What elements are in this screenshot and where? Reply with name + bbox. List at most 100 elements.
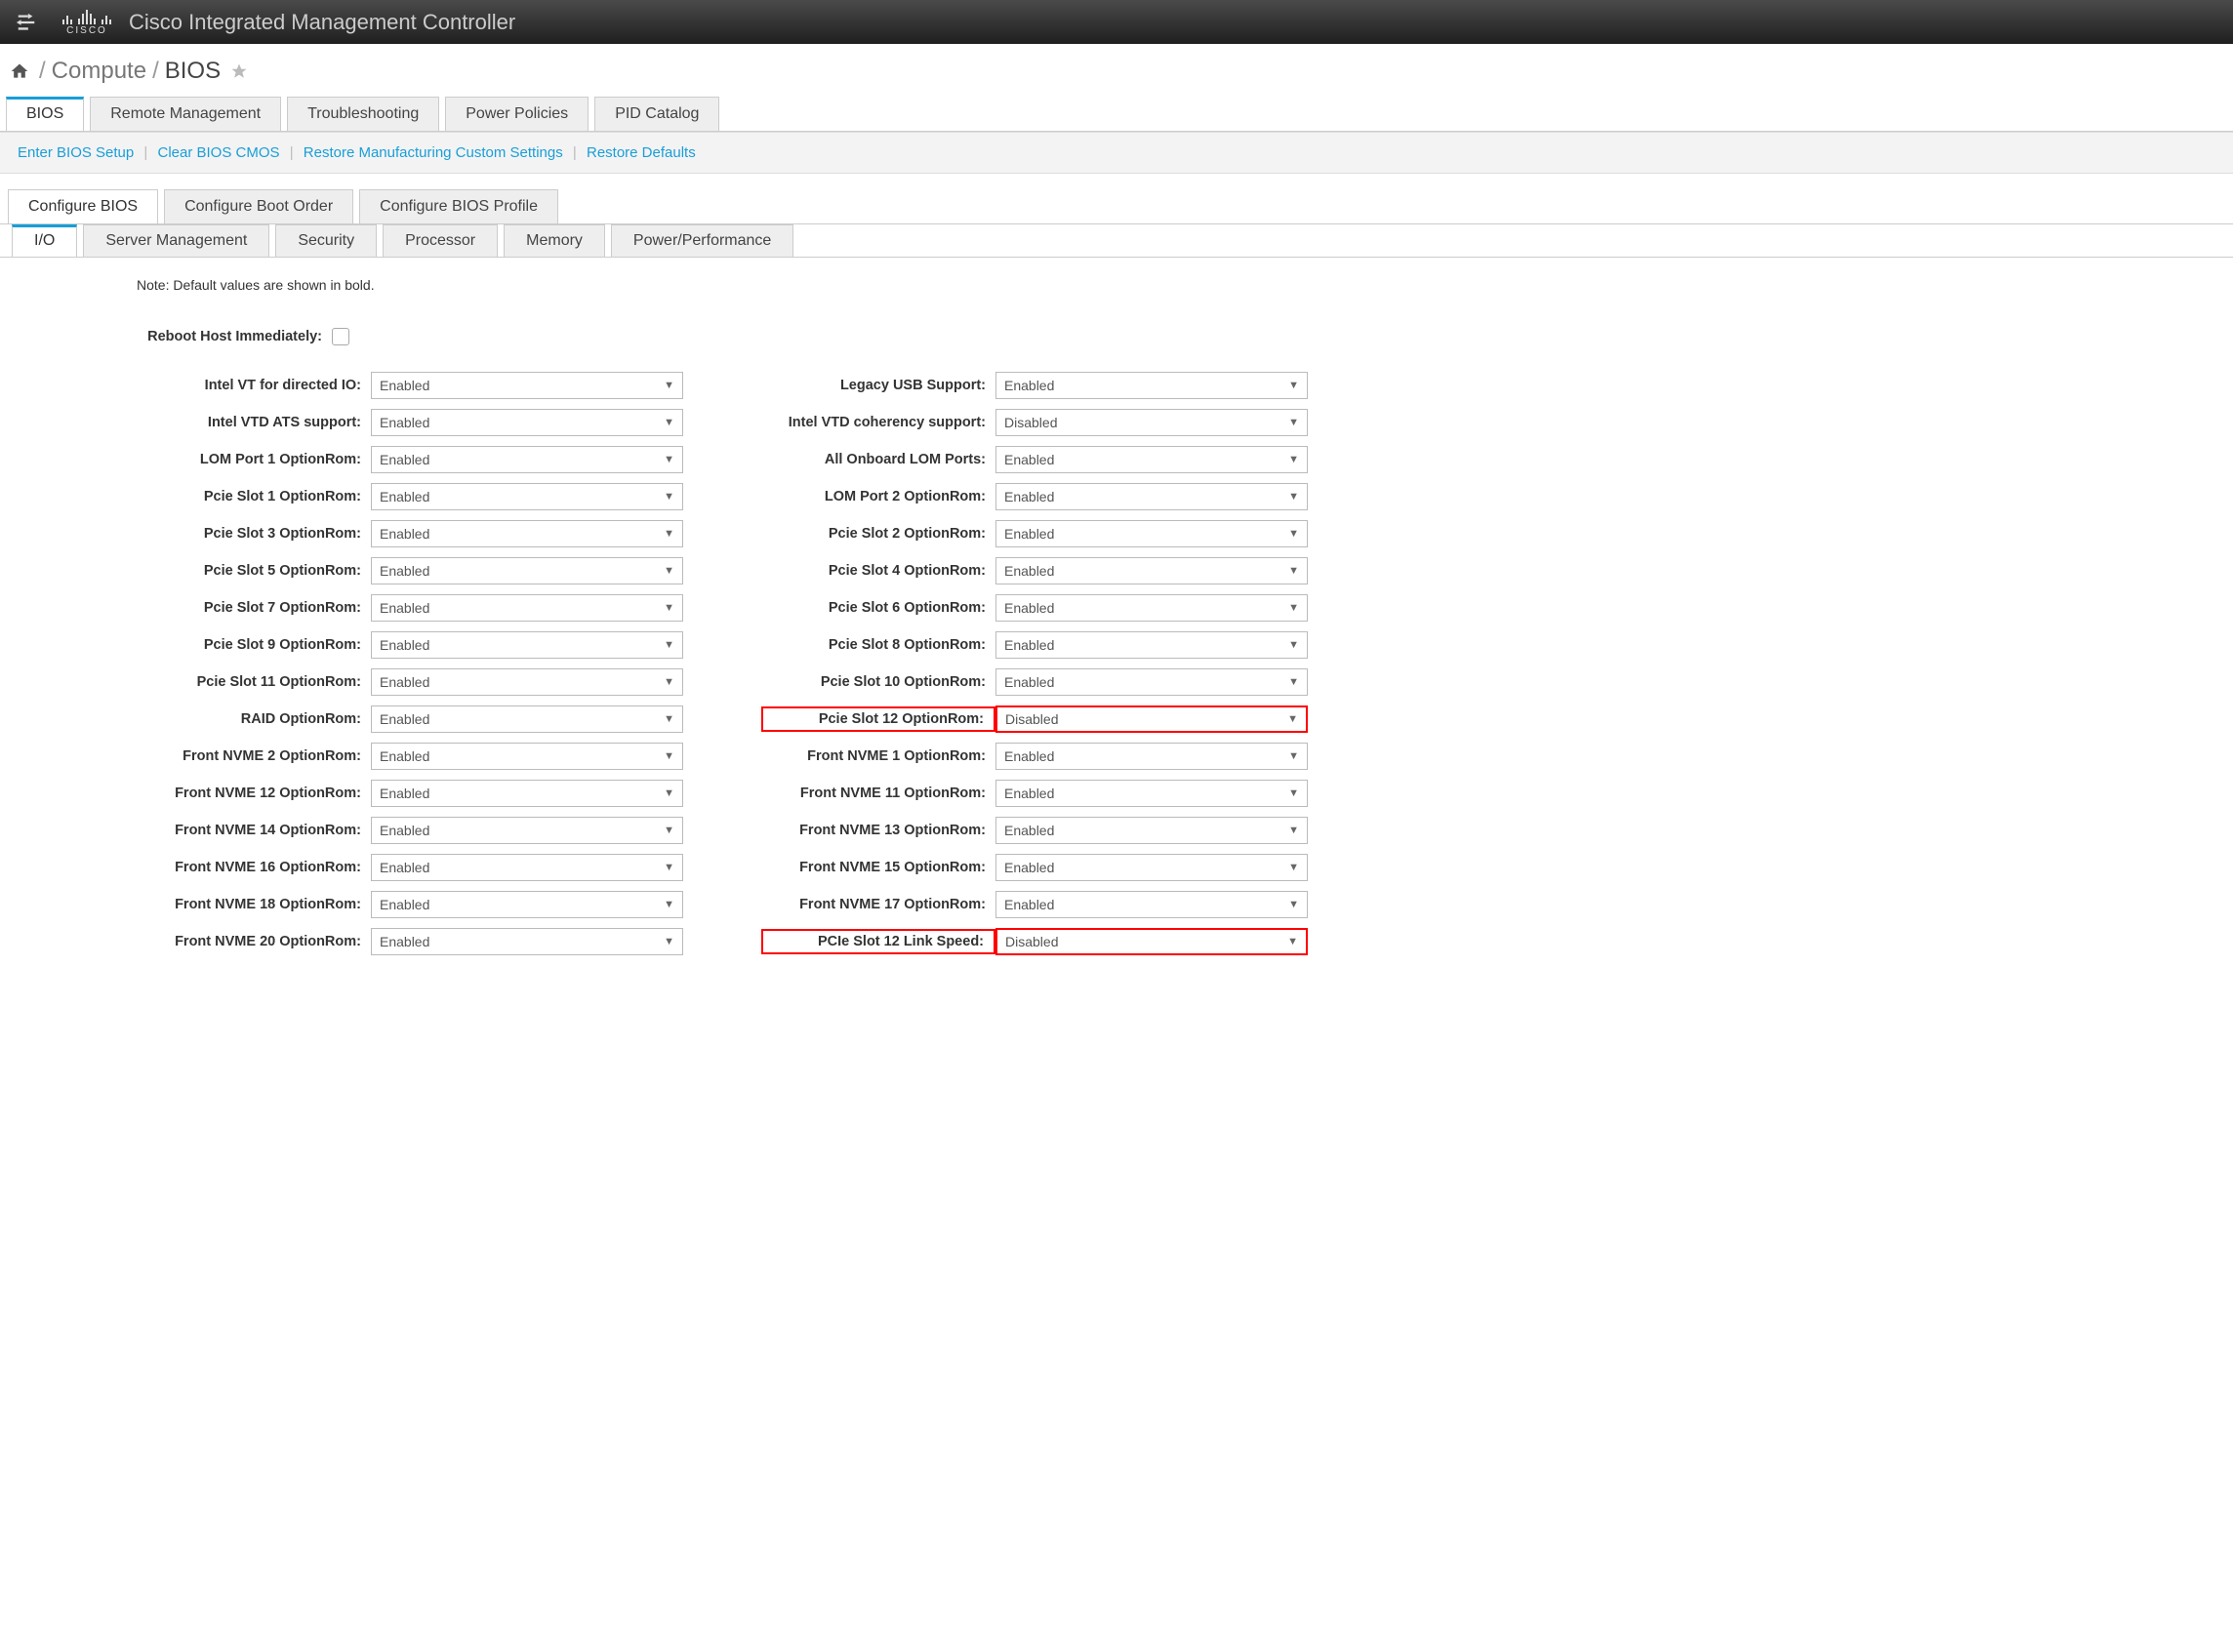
field-select[interactable]: Enabled▼ (371, 743, 683, 770)
checkbox-reboot-host[interactable] (332, 328, 349, 345)
menu-toggle-icon[interactable] (14, 12, 39, 33)
field-select[interactable]: Enabled ▼ (995, 780, 1308, 807)
favorite-star-icon[interactable] (230, 62, 248, 80)
tab-remote-management[interactable]: Remote Management (90, 97, 281, 131)
field-value: Enabled (380, 600, 429, 616)
field-value: Enabled (380, 489, 429, 504)
tab-bios[interactable]: BIOS (6, 97, 84, 131)
subtab-configure-bios[interactable]: Configure BIOS (8, 189, 158, 223)
field-select[interactable]: Enabled▼ (371, 483, 683, 510)
field-select[interactable]: Enabled▼ (371, 446, 683, 473)
field-select[interactable]: Enabled ▼ (995, 743, 1308, 770)
form-row: Pcie Slot 2 OptionRom: Enabled ▼ (761, 519, 1308, 548)
form-row: Pcie Slot 3 OptionRom:Enabled▼ (137, 519, 683, 548)
field-select[interactable]: Enabled▼ (995, 483, 1308, 510)
field-select[interactable]: Disabled▼ (995, 705, 1308, 733)
tab-power-policies[interactable]: Power Policies (445, 97, 589, 131)
field-value: Enabled (380, 415, 429, 430)
field-select[interactable]: Enabled▼ (371, 891, 683, 918)
home-icon[interactable] (10, 61, 29, 81)
form-row: RAID OptionRom:Enabled▼ (137, 705, 683, 734)
subtab2-io[interactable]: I/O (12, 224, 77, 257)
chevron-down-icon: ▼ (1288, 491, 1299, 503)
form-row: Pcie Slot 9 OptionRom:Enabled▼ (137, 630, 683, 660)
chevron-down-icon: ▼ (1288, 750, 1299, 762)
link-clear-bios-cmos[interactable]: Clear BIOS CMOS (157, 144, 279, 161)
field-value: Disabled (1004, 415, 1057, 430)
chevron-down-icon: ▼ (664, 380, 674, 391)
field-label: Intel VT for directed IO: (137, 378, 371, 393)
field-select[interactable]: Disabled▼ (995, 928, 1308, 955)
chevron-down-icon: ▼ (664, 899, 674, 910)
field-select[interactable]: Enabled▼ (995, 817, 1308, 844)
field-value: Enabled (1004, 526, 1054, 542)
chevron-down-icon: ▼ (664, 825, 674, 836)
field-select[interactable]: Enabled▼ (995, 557, 1308, 584)
form-col-right: Legacy USB Support:Enabled▼Intel VTD coh… (761, 371, 1308, 964)
field-select[interactable]: Enabled▼ (371, 705, 683, 733)
form-row: Pcie Slot 10 OptionRom:Enabled▼ (761, 667, 1308, 697)
chevron-down-icon: ▼ (1288, 528, 1299, 540)
field-label: RAID OptionRom: (137, 711, 371, 727)
field-select[interactable]: Enabled▼ (371, 594, 683, 622)
link-enter-bios-setup[interactable]: Enter BIOS Setup (18, 144, 134, 161)
subtab2-power-performance[interactable]: Power/Performance (611, 224, 793, 257)
field-label: LOM Port 1 OptionRom: (137, 452, 371, 467)
field-select[interactable]: Enabled▼ (371, 854, 683, 881)
field-select[interactable]: Enabled▼ (371, 372, 683, 399)
field-select[interactable]: Enabled▼ (371, 520, 683, 547)
tab-pid-catalog[interactable]: PID Catalog (594, 97, 719, 131)
label-reboot-host: Reboot Host Immediately: (137, 329, 332, 344)
subtab-configure-bios-profile[interactable]: Configure BIOS Profile (359, 189, 558, 223)
field-select[interactable]: Enabled▼ (995, 668, 1308, 696)
field-select[interactable]: Enabled ▼ (995, 520, 1308, 547)
field-select[interactable]: Enabled▼ (371, 557, 683, 584)
form-row: Front NVME 11 OptionRom: Enabled ▼ (761, 779, 1308, 808)
sub-tabs-2: I/O Server Management Security Processor… (0, 224, 2233, 258)
form-columns: Intel VT for directed IO:Enabled▼Intel V… (137, 371, 2210, 964)
sub-tabs: Configure BIOS Configure Boot Order Conf… (0, 189, 2233, 224)
chevron-down-icon: ▼ (1288, 787, 1299, 799)
field-select[interactable]: Enabled▼ (371, 631, 683, 659)
subtab2-processor[interactable]: Processor (383, 224, 498, 257)
field-value: Enabled (380, 860, 429, 875)
form-row: Pcie Slot 7 OptionRom:Enabled▼ (137, 593, 683, 623)
subtab2-memory[interactable]: Memory (504, 224, 605, 257)
link-restore-mfg[interactable]: Restore Manufacturing Custom Settings (304, 144, 563, 161)
field-label: Front NVME 11 OptionRom: (761, 786, 995, 801)
field-value: Enabled (1004, 786, 1054, 801)
chevron-down-icon: ▼ (1288, 899, 1299, 910)
field-select[interactable]: Enabled ▼ (995, 891, 1308, 918)
field-select[interactable]: Enabled▼ (995, 446, 1308, 473)
chevron-down-icon: ▼ (1288, 565, 1299, 577)
field-select[interactable]: Enabled▼ (371, 668, 683, 696)
link-restore-defaults[interactable]: Restore Defaults (587, 144, 696, 161)
field-select[interactable]: Disabled▼ (995, 409, 1308, 436)
chevron-down-icon: ▼ (664, 676, 674, 688)
breadcrumb-seg1[interactable]: Compute (52, 58, 146, 85)
subtab-configure-boot-order[interactable]: Configure Boot Order (164, 189, 353, 223)
form-row: Front NVME 15 OptionRom:Enabled▼ (761, 853, 1308, 882)
app-title: Cisco Integrated Management Controller (129, 10, 515, 35)
field-label: Pcie Slot 5 OptionRom: (137, 563, 371, 579)
form-row: Front NVME 1 OptionRom:Enabled▼ (761, 742, 1308, 771)
field-select[interactable]: Enabled▼ (995, 594, 1308, 622)
field-select[interactable]: Enabled▼ (995, 854, 1308, 881)
field-label: Pcie Slot 2 OptionRom: (761, 526, 995, 542)
subtab2-server-management[interactable]: Server Management (83, 224, 269, 257)
subtab2-security[interactable]: Security (275, 224, 377, 257)
tab-troubleshooting[interactable]: Troubleshooting (287, 97, 439, 131)
field-value: Enabled (1004, 600, 1054, 616)
field-select[interactable]: Enabled▼ (371, 780, 683, 807)
field-value: Enabled (1004, 748, 1054, 764)
content-area: Note: Default values are shown in bold. … (0, 258, 2233, 993)
field-value: Enabled (1004, 897, 1054, 912)
field-select[interactable]: Enabled▼ (371, 409, 683, 436)
field-select[interactable]: Enabled▼ (371, 817, 683, 844)
field-select[interactable]: Enabled▼ (995, 631, 1308, 659)
field-select[interactable]: Enabled▼ (371, 928, 683, 955)
chevron-down-icon: ▼ (664, 639, 674, 651)
field-label: Pcie Slot 9 OptionRom: (137, 637, 371, 653)
breadcrumb-current: BIOS (165, 58, 221, 85)
field-select[interactable]: Enabled▼ (995, 372, 1308, 399)
